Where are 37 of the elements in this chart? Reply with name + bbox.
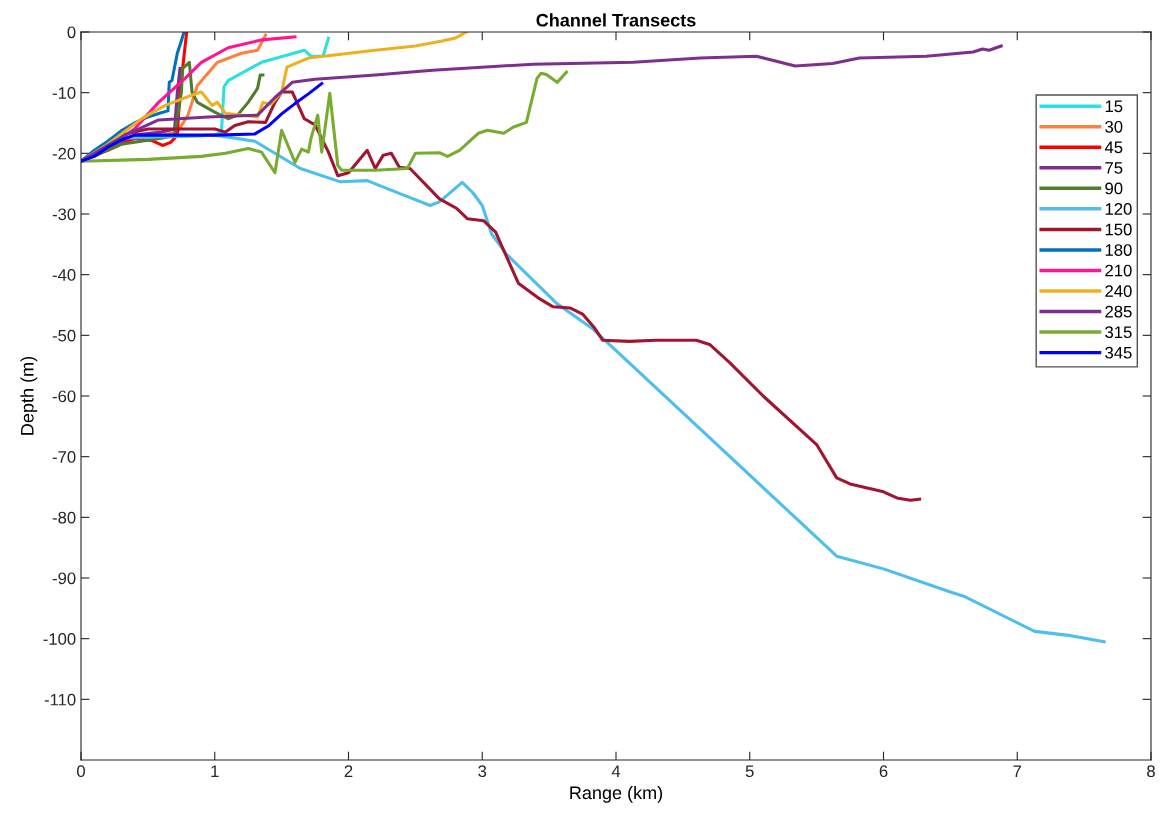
legend-label: 120	[1105, 203, 1132, 215]
y-tick-label: -70	[52, 451, 76, 463]
y-tick-label: -20	[52, 147, 76, 160]
y-tick-label: -100	[43, 633, 76, 645]
y-tick-label: -90	[52, 572, 76, 585]
y-tick-label: -40	[52, 269, 76, 281]
x-axis-title: Range (km)	[570, 785, 663, 803]
legend-label: 45	[1104, 141, 1123, 154]
y-tick-label: -50	[52, 329, 76, 342]
legend-label: 315	[1105, 326, 1132, 339]
chart-title: Channel Transects	[536, 13, 696, 27]
legend-label: 345	[1105, 346, 1132, 359]
legend-label: 30	[1105, 120, 1123, 133]
x-tick-label: 3	[478, 765, 487, 778]
legend-label: 90	[1105, 182, 1123, 195]
y-tick-label: -80	[52, 511, 76, 524]
y-tick-label: -30	[52, 208, 76, 221]
y-axis-title: Depth (m)	[20, 356, 38, 435]
y-tick-label: -110	[44, 693, 76, 706]
x-tick-label: 1	[211, 765, 219, 777]
x-tick-label: 5	[745, 765, 754, 778]
x-tick-label: 2	[344, 765, 353, 777]
legend-label: 210	[1105, 264, 1132, 277]
y-tick-label: 0	[67, 26, 76, 39]
y-tick-label: -10	[52, 87, 76, 99]
legend-label: 240	[1105, 285, 1132, 297]
x-tick-label: 4	[611, 765, 621, 777]
legend-label: 285	[1105, 305, 1132, 318]
x-tick-label: 8	[1147, 765, 1155, 778]
y-tick-label: -60	[52, 390, 76, 403]
x-tick-label: 6	[879, 765, 888, 778]
x-tick-label: 7	[1013, 765, 1022, 777]
legend-label: 150	[1105, 223, 1132, 236]
legend-label: 75	[1105, 162, 1123, 174]
legend-label: 15	[1105, 100, 1123, 113]
x-tick-label: 0	[77, 765, 85, 778]
legend-label: 180	[1105, 244, 1132, 256]
